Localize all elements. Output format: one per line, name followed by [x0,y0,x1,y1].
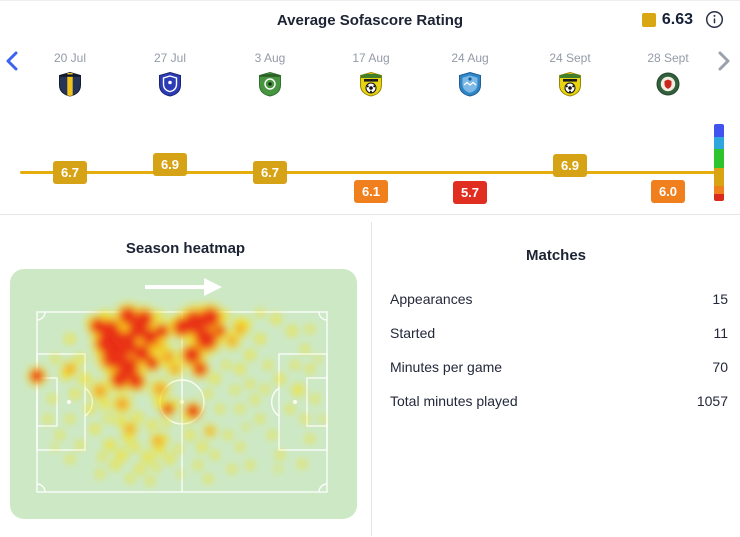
match-date: 3 Aug [254,51,286,65]
matches-title: Matches [525,247,587,264]
match-date: 28 Sept [647,51,689,65]
stat-label: Started [390,325,436,341]
stat-row-minutes-per-game: Minutes per game 70 [390,350,728,384]
stat-value: 1057 [696,393,728,409]
heatmap-blobs [26,302,325,485]
heatmap-title: Season heatmap [125,240,246,257]
match-column: 28 Sept [628,51,708,102]
team-logo-icon[interactable] [655,71,681,102]
team-logo-icon[interactable] [557,71,583,102]
match-column: 24 Sept [530,51,610,102]
rating-badge[interactable]: 5.7 [453,181,487,204]
stat-value: 11 [713,325,728,341]
team-logo-icon[interactable] [457,71,483,102]
average-rating-value: 6.63 [661,10,693,28]
match-column: 24 Aug [430,51,510,102]
page-title: Average Sofascore Rating [276,12,464,29]
average-rating-summary: 6.63 [641,10,724,29]
season-heatmap [10,269,357,519]
stat-label: Total minutes played [390,393,518,409]
stat-value: 15 [712,291,728,307]
stat-row-started: Started 11 [390,316,728,350]
stat-value: 70 [712,359,728,375]
rating-badge[interactable]: 6.9 [553,154,587,177]
season-heatmap-panel: Season heatmap [0,215,371,536]
info-icon[interactable] [705,10,724,29]
chevron-right-icon[interactable] [716,50,732,77]
matches-panel: Matches Appearances 15 Started 11 Minute… [371,222,740,536]
match-date: 20 Jul [53,51,87,65]
stat-row-appearances: Appearances 15 [390,282,728,316]
rating-badge[interactable]: 6.7 [253,161,287,184]
match-column: 17 Aug [331,51,411,102]
match-date: 27 Jul [153,51,187,65]
rating-graph-section: Average Sofascore Rating 6.63 20 Jul 27 … [0,0,740,215]
rating-badge[interactable]: 6.7 [53,161,87,184]
team-logo-icon[interactable] [358,71,384,102]
match-date: 24 Aug [451,51,489,65]
rating-color-swatch [641,12,656,27]
match-column: 27 Jul [130,51,210,102]
stat-row-total-minutes: Total minutes played 1057 [390,384,728,418]
attack-direction-arrow [145,278,222,296]
match-date: 24 Sept [549,51,591,65]
average-rating-line [20,171,715,174]
team-logo-icon[interactable] [157,71,183,102]
stat-label: Minutes per game [390,359,503,375]
chevron-left-icon[interactable] [4,50,20,77]
team-logo-icon[interactable] [57,71,83,102]
rating-badge[interactable]: 6.0 [651,180,685,203]
match-column: 20 Jul [30,51,110,102]
match-date: 17 Aug [352,51,390,65]
team-logo-icon[interactable] [257,71,283,102]
rating-scale-gradient [714,124,724,201]
rating-badge[interactable]: 6.1 [354,180,388,203]
bottom-section: Season heatmap [0,215,740,536]
match-column: 3 Aug [230,51,310,102]
stat-label: Appearances [390,291,473,307]
rating-badge[interactable]: 6.9 [153,153,187,176]
